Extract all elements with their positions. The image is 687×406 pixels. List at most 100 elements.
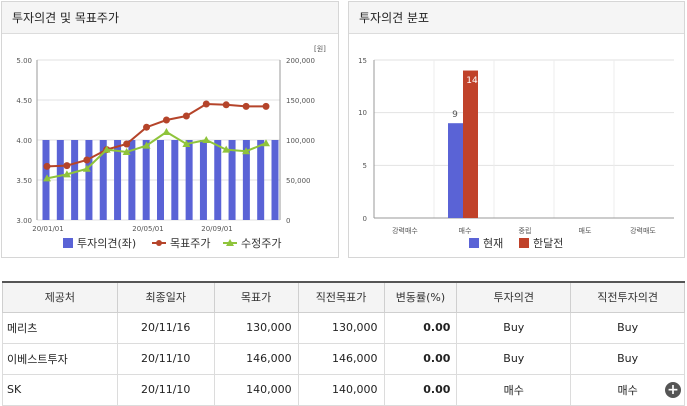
target-price-point	[222, 101, 230, 109]
adjusted-price-point	[222, 145, 231, 153]
y-left-tick: 3.50	[16, 177, 32, 185]
opinion-bar	[128, 140, 136, 220]
distribution-bars	[448, 70, 478, 219]
adjusted-price-point	[142, 141, 151, 149]
adjusted-price-point	[62, 170, 71, 178]
right-legend: 현재 한달전	[469, 237, 563, 250]
adjusted-price-point	[242, 147, 251, 155]
right-tick-labels: 15 10 5 0 강력매수 매수 중립 매도 강력매도	[358, 57, 656, 235]
adjusted-price-point	[162, 128, 171, 135]
legend-label-opinion: 투자의견(좌)	[77, 237, 136, 250]
unit-label: [원]	[314, 44, 326, 53]
cell-change: 0.00	[383, 342, 458, 375]
legend-swatch-opinion	[63, 238, 73, 248]
opinion-bar	[271, 140, 279, 220]
category-label: 매도	[579, 227, 592, 235]
opinion-distribution-panel: 투자의견 분포 15 10 5 0 강력매수 매수 중립 매도 강력매도 9 1…	[348, 1, 685, 258]
adjusted-price-point	[202, 136, 211, 143]
y-left-tick: 4.50	[16, 97, 32, 105]
table-header-row: 제공처 최종일자 목표가 직전목표가 변동률(%) 투자의견 직전투자의견	[2, 281, 685, 313]
header-opinion: 투자의견	[456, 281, 572, 313]
cell-provider: SK	[2, 373, 118, 406]
y-tick: 15	[358, 57, 367, 65]
y-left-tick: 4.00	[16, 137, 32, 145]
data-label-current: 9	[452, 110, 458, 120]
opinion-bar	[257, 140, 265, 220]
legend-marker-adjusted	[226, 239, 234, 246]
adjusted-price-point	[262, 139, 270, 147]
opinion-bar	[242, 140, 250, 220]
target-price-point	[63, 162, 71, 170]
cell-target: 140,000	[213, 373, 299, 406]
table-row: SK 20/11/10 140,000 140,000 0.00 매수 매수	[2, 373, 685, 406]
adjusted-price-point	[122, 148, 131, 155]
opinion-bar	[199, 140, 207, 220]
analyst-table: 제공처 최종일자 목표가 직전목표가 변동률(%) 투자의견 직전투자의견 메리…	[2, 281, 685, 406]
cell-target: 146,000	[213, 342, 299, 375]
opinion-bar	[171, 140, 179, 220]
y-tick: 5	[363, 162, 367, 170]
opinion-bar	[114, 140, 122, 220]
opinion-bar	[185, 140, 193, 220]
table-row: 메리츠 20/11/16 130,000 130,000 0.00 Buy Bu…	[2, 311, 685, 344]
target-price-point	[43, 162, 51, 170]
header-prev-opinion: 직전투자의견	[570, 281, 685, 313]
cell-date: 20/11/16	[116, 311, 215, 344]
header-target: 목표가	[213, 281, 299, 313]
opinion-bars	[42, 140, 279, 220]
target-price-point	[182, 112, 190, 120]
plus-icon[interactable]: +	[665, 382, 681, 398]
target-price-point	[162, 116, 170, 124]
y-tick: 10	[358, 109, 367, 117]
legend-label-target: 목표주가	[170, 237, 210, 250]
cell-opinion: Buy	[456, 311, 572, 344]
y-right-tick: 0	[286, 217, 290, 225]
opinion-target-price-panel: 투자의견 및 목표주가 5.00 4.50 4.00 3.50 3.00 200…	[1, 1, 339, 258]
cell-prev-target: 130,000	[297, 311, 385, 344]
y-right-tick: 50,000	[286, 177, 311, 185]
category-label: 중립	[519, 227, 532, 235]
cell-prev-target: 140,000	[297, 373, 385, 406]
legend-label-month-ago: 한달전	[533, 237, 563, 250]
y-right-tick: 150,000	[286, 97, 315, 105]
data-label-month-ago: 14	[466, 76, 478, 86]
price-lines	[43, 100, 270, 182]
opinion-distribution-title: 투자의견 분포	[349, 2, 684, 34]
cell-opinion: Buy	[456, 342, 572, 375]
opinion-bar	[214, 140, 222, 220]
cell-provider: 이베스트투자	[2, 342, 118, 375]
header-provider: 제공처	[2, 281, 118, 313]
opinion-bar	[99, 140, 107, 220]
y-left-tick: 5.00	[16, 57, 32, 65]
opinion-distribution-chart: 15 10 5 0 강력매수 매수 중립 매도 강력매도 9 14 현재 한달전	[358, 57, 674, 250]
target-price-point	[202, 100, 210, 108]
y-left-tick: 3.00	[16, 217, 32, 225]
y-tick: 0	[363, 215, 367, 223]
table-row: 이베스트투자 20/11/10 146,000 146,000 0.00 Buy…	[2, 342, 685, 375]
x-tick: 20/01/01	[32, 225, 63, 233]
legend-label-current: 현재	[483, 237, 503, 250]
legend-label-adjusted: 수정주가	[241, 237, 281, 250]
cell-prev-opinion: Buy	[570, 311, 685, 344]
cell-provider: 메리츠	[2, 311, 118, 344]
opinion-bar	[228, 140, 236, 220]
cell-prev-opinion: Buy	[570, 342, 685, 375]
opinion-target-price-title: 투자의견 및 목표주가	[2, 2, 338, 34]
target-price-point	[242, 102, 250, 110]
opinion-bar	[157, 140, 164, 220]
opinion-bar	[142, 140, 150, 220]
opinion-bar	[71, 140, 79, 220]
adjusted-price-point	[182, 140, 191, 147]
legend-swatch-month-ago	[519, 238, 529, 248]
left-legend: 투자의견(좌) 목표주가 수정주가	[63, 237, 281, 250]
target-price-point	[143, 123, 151, 131]
legend-marker-target	[156, 240, 162, 246]
x-tick: 20/05/01	[132, 225, 163, 233]
cell-date: 20/11/10	[116, 342, 215, 375]
category-label: 매수	[459, 227, 472, 235]
adjusted-price-line	[46, 130, 267, 180]
opinion-target-price-chart: 5.00 4.50 4.00 3.50 3.00 200,000 150,000…	[16, 44, 326, 250]
cell-target: 130,000	[213, 311, 299, 344]
target-price-point	[123, 140, 131, 148]
right-grid	[373, 59, 674, 219]
